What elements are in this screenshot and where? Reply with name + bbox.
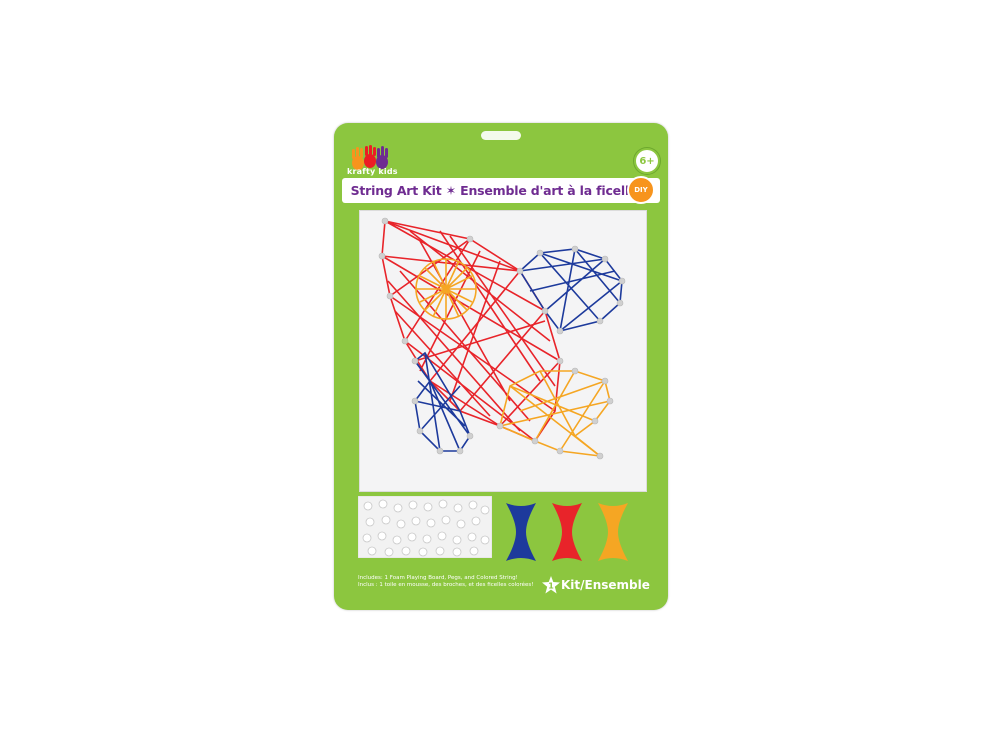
star-icon: 1 [542, 576, 560, 594]
kit-number: 1 [548, 582, 554, 591]
foam-playing-board [359, 210, 647, 492]
blue-string-skein [506, 503, 536, 561]
included-en: Includes: 1 Foam Playing Board, Pegs, an… [358, 575, 518, 581]
included-text: Includes: 1 Foam Playing Board, Pegs, an… [358, 575, 558, 589]
rocket-right-fin-blue-string [518, 248, 623, 332]
title-band: String Art Kit ✶ Ensemble d'art à la fic… [342, 178, 660, 203]
peg-tray [358, 496, 492, 558]
product-title: String Art Kit ✶ Ensemble d'art à la fic… [350, 183, 638, 198]
age-badge: 6+ [634, 148, 660, 174]
rocket-flame-orange-string [499, 370, 611, 458]
rocket-window-orange-string [415, 258, 477, 320]
kit-label: Kit/Ensemble [561, 578, 650, 592]
rocket-left-fin-blue-string [413, 351, 471, 452]
rocket-body-red-string [381, 220, 561, 442]
red-string-skein [552, 503, 582, 561]
hand-print-logo-icon [352, 145, 388, 170]
board-pegs [378, 217, 626, 460]
included-fr: Inclus : 1 toile en mousse, des broches,… [358, 582, 534, 588]
product-package: krafty kids 6+ String Art Kit ✶ Ensemble… [334, 123, 668, 610]
kit-count: 1 Kit/Ensemble [542, 576, 650, 594]
rocket-string-art [378, 217, 626, 460]
orange-string-skein [598, 503, 628, 561]
brand-logo-text: krafty kids [347, 167, 398, 176]
hang-tab [481, 131, 521, 140]
diy-badge-icon: DIY [627, 176, 655, 204]
